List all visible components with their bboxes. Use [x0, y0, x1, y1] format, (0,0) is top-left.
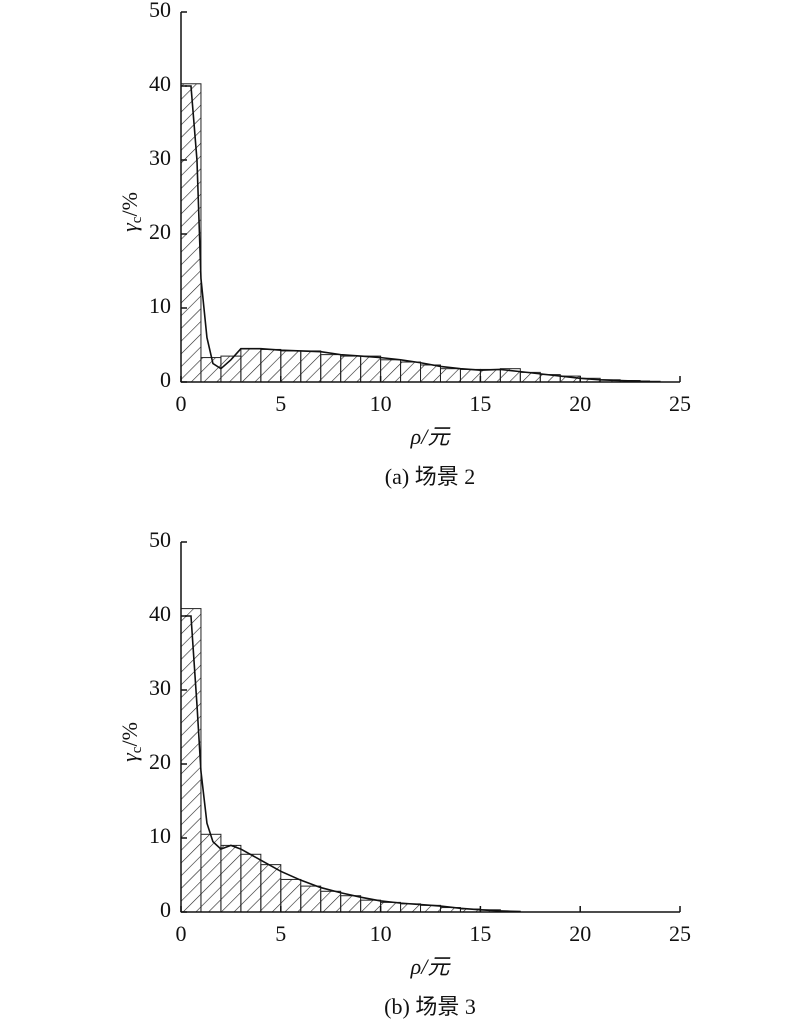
y-axis-label: γc/%: [117, 722, 145, 762]
x-axis-label: ρ/元: [410, 954, 452, 979]
histogram-bar: [180, 83, 202, 383]
y-tick-label: 20: [149, 219, 171, 244]
x-tick-label: 5: [275, 921, 286, 946]
x-tick-label: 15: [469, 921, 491, 946]
histogram-bar: [240, 853, 262, 913]
histogram-bar: [360, 899, 382, 913]
histogram-bar: [180, 608, 202, 913]
histogram-bar: [439, 368, 461, 383]
y-label-unit: /%: [117, 722, 142, 746]
x-tick-label: 0: [176, 921, 187, 946]
histogram-bar: [300, 885, 322, 913]
y-label-unit: /%: [117, 192, 142, 216]
histogram-bar: [340, 355, 362, 383]
y-label-symbol: γ: [117, 752, 142, 762]
y-label-symbol: γ: [117, 222, 142, 232]
y-label-subscript: c: [129, 746, 145, 753]
y-tick-label: 0: [160, 367, 171, 392]
histogram-bar: [360, 355, 382, 383]
x-tick-label: 15: [469, 391, 491, 416]
x-tick-label: 20: [569, 391, 591, 416]
fit-curve: [184, 85, 651, 383]
x-tick-label: 10: [370, 921, 392, 946]
x-tick-label: 0: [176, 391, 187, 416]
y-tick-label: 0: [160, 897, 171, 922]
x-axis-label: ρ/元: [410, 424, 452, 449]
histogram-bar: [380, 901, 402, 913]
histogram-bar: [400, 361, 422, 383]
y-tick-label: 30: [149, 675, 171, 700]
y-tick-label: 50: [149, 527, 171, 552]
y-tick-label: 10: [149, 823, 171, 848]
histogram-bar: [479, 368, 501, 383]
x-tick-label: 20: [569, 921, 591, 946]
y-tick-label: 20: [149, 749, 171, 774]
x-tick-label: 25: [669, 391, 691, 416]
histogram-bar: [220, 844, 242, 913]
x-tick-label: 25: [669, 921, 691, 946]
histogram-bar: [320, 890, 342, 913]
histogram-bar: [200, 357, 222, 383]
y-label-subscript: c: [129, 216, 145, 223]
histogram-bar: [240, 348, 262, 383]
caption: (a) 场景 2: [385, 464, 475, 489]
histogram-bar: [459, 368, 481, 383]
histogram-bar: [320, 354, 342, 383]
y-tick-label: 40: [149, 71, 171, 96]
x-tick-label: 5: [275, 391, 286, 416]
histogram-bar: [280, 878, 302, 913]
y-tick-label: 40: [149, 601, 171, 626]
histogram-bar: [260, 864, 282, 913]
histogram-bar: [260, 348, 282, 383]
histogram-bar: [300, 350, 322, 383]
x-tick-label: 10: [370, 391, 392, 416]
y-tick-label: 50: [149, 0, 171, 22]
histogram-bar: [420, 364, 441, 383]
histogram-bar: [280, 350, 302, 383]
fit-curve: [184, 615, 521, 913]
caption: (b) 场景 3: [384, 994, 476, 1019]
histogram-bar: [340, 895, 362, 913]
histogram-bar: [380, 359, 402, 383]
y-tick-label: 10: [149, 293, 171, 318]
y-tick-label: 30: [149, 145, 171, 170]
y-axis-label: γc/%: [117, 192, 145, 232]
